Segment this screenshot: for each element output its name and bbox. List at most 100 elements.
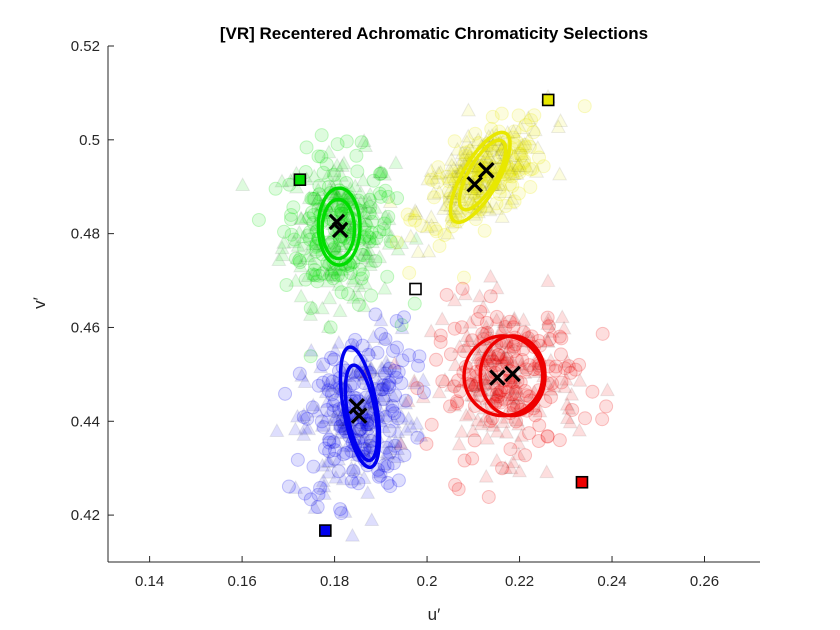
data-point-circle [333,206,348,221]
data-point-triangle [318,384,334,399]
data-point-triangle [299,248,316,263]
data-point-circle [380,459,395,474]
data-point-triangle [454,145,471,160]
data-point-circle [506,398,521,413]
data-point-triangle [365,206,381,221]
data-point-circle [451,482,466,497]
data-point-triangle [488,149,504,164]
data-point-triangle [436,201,452,215]
data-point-triangle [513,139,529,154]
data-point-triangle [309,403,326,418]
data-point-circle [424,172,439,187]
data-point-triangle [328,434,344,449]
mean-marker-0-0 [328,213,346,231]
data-point-circle [380,475,395,490]
data-point-triangle [431,384,447,399]
data-point-triangle [510,389,526,404]
data-point-circle [316,375,331,390]
data-point-circle [540,310,555,325]
data-point-circle [599,399,614,414]
data-point-triangle [355,431,371,445]
data-point-triangle [293,210,309,225]
data-point-circle [362,234,377,249]
data-point-circle [495,461,510,476]
data-point-circle [327,443,342,458]
data-point-triangle [304,299,321,314]
data-point-triangle [571,422,587,437]
data-point-circle [506,344,521,359]
data-point-triangle [379,407,395,422]
data-point-circle [505,178,520,193]
data-point-circle [352,262,367,277]
data-point-circle [424,417,439,432]
data-point-circle [397,310,412,325]
data-point-circle [488,358,503,373]
data-point-triangle [350,287,366,302]
data-point-circle [481,489,496,504]
data-point-triangle [326,412,342,427]
data-point-circle [411,358,426,373]
data-point-circle [326,398,341,413]
data-point-circle [518,140,533,155]
data-point-circle [532,418,547,433]
data-point-circle [402,348,417,363]
data-point-triangle [543,352,559,367]
data-point-circle [352,422,367,437]
data-point-triangle [448,200,464,215]
data-point-triangle [305,397,321,412]
data-point-circle [493,395,508,410]
data-point-triangle [316,478,332,493]
data-point-circle [492,187,507,202]
data-point-circle [327,265,342,280]
data-point-triangle [465,423,481,437]
data-point-circle [455,281,470,296]
data-point-circle [376,222,391,237]
data-point-triangle [506,148,523,163]
data-point-triangle [478,468,494,483]
data-point-triangle [486,350,502,365]
data-point-triangle [511,463,528,478]
data-point-triangle [443,377,460,392]
data-point-triangle [489,452,505,467]
data-point-triangle [372,249,388,264]
data-point-circle [307,262,322,277]
data-point-circle [305,400,320,415]
data-point-triangle [314,417,330,432]
data-point-circle [284,207,299,222]
data-point-triangle [383,228,400,243]
data-point-circle [506,339,521,354]
data-point-triangle [491,382,507,397]
data-point-circle [483,289,498,304]
data-point-triangle [360,245,376,260]
data-point-triangle [331,277,347,291]
data-point-circle [362,230,377,245]
data-point-circle [517,160,532,175]
data-point-triangle [321,426,337,441]
data-point-triangle [497,349,513,364]
data-point-circle [531,150,546,165]
data-point-circle [414,218,429,233]
data-point-circle [303,225,318,240]
data-point-triangle [469,347,486,362]
data-point-circle [518,448,533,463]
data-point-circle [512,162,527,177]
data-point-triangle [457,286,473,301]
data-point-triangle [294,367,310,382]
data-point-triangle [382,194,398,209]
data-point-triangle [357,275,373,290]
data-point-circle [299,140,314,155]
data-point-triangle [478,319,494,334]
data-point-circle [303,301,318,316]
data-point-triangle [332,416,348,431]
data-point-triangle [333,238,349,253]
data-point-triangle [357,430,373,445]
data-point-triangle [381,211,397,226]
cluster-ellipse-0-1 [320,197,357,261]
data-point-triangle [376,166,393,181]
data-point-triangle [302,306,319,321]
data-point-circle [490,351,505,366]
data-point-circle [326,271,341,286]
data-point-circle [433,328,448,343]
data-point-circle [484,367,499,382]
data-point-circle [540,429,555,444]
